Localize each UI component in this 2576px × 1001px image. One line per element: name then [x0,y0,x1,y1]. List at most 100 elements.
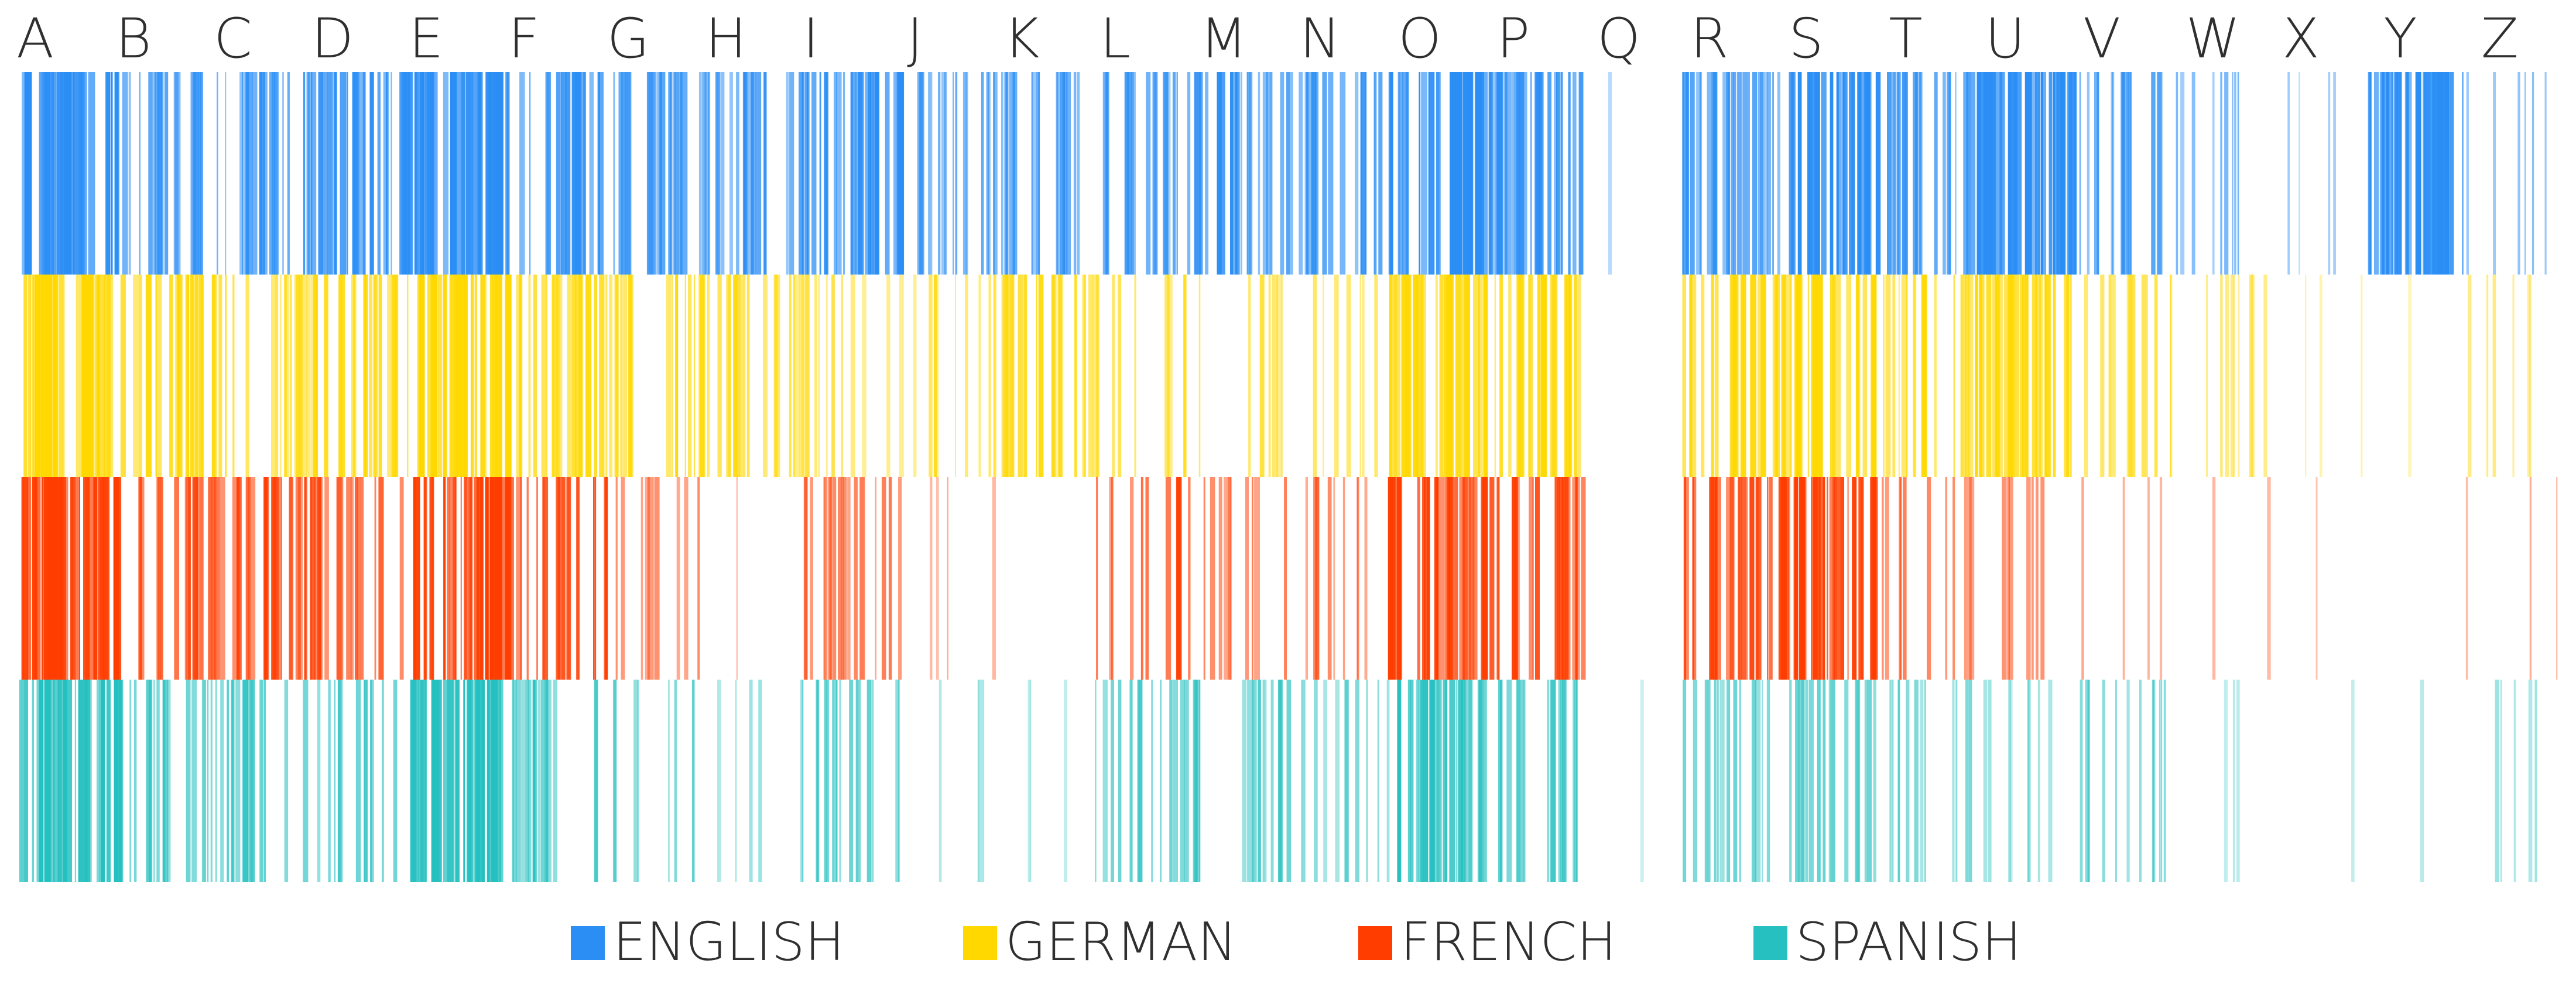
stripe-english-l [1172,72,1176,275]
stripe-french-e [486,477,489,680]
stripe-english-i [872,72,874,275]
stripe-german-u [1992,275,1996,477]
letter-label-f: F [508,7,540,71]
stripe-german-k [1018,275,1023,477]
legend: ENGLISH GERMAN FRENCH SPANISH [571,911,2022,973]
stripe-french-i [847,477,851,680]
stripe-french-f [536,477,538,680]
stripe-german-f [567,275,571,477]
stripe-english-u [2016,72,2022,275]
stripe-english-i [851,72,857,275]
stripe-english-p [1523,72,1527,275]
stripe-spanish-a [74,680,77,882]
stripe-german-p [1545,275,1547,477]
stripe-spanish-o [1407,680,1411,882]
stripe-french-a [22,477,29,680]
stripe-english-s [1814,72,1820,275]
stripe-english-u [1999,72,2002,275]
stripe-spanish-c [251,680,254,882]
stripe-german-w [2249,275,2253,477]
stripe-english-n [1322,72,1327,275]
stripe-german-f [574,275,580,477]
stripe-french-z [2465,477,2468,680]
stripe-german-e [471,275,473,477]
legend-swatch-spanish [1753,926,1787,960]
stripe-english-l [1146,72,1151,275]
stripe-spanish-l [1102,680,1108,882]
stripe-spanish-o [1449,680,1455,882]
stripe-english-v [2097,72,2099,275]
stripe-french-f [557,477,561,680]
stripe-german-e [427,275,433,477]
stripe-english-b [190,72,196,275]
stripe-english-b [164,72,169,275]
stripe-german-b [198,275,204,477]
stripe-spanish-e [424,680,427,882]
letter-label-u: U [1985,7,2026,71]
stripe-english-m [1286,72,1291,275]
stripe-english-b [122,72,128,275]
stripe-english-l [1129,72,1134,275]
stripe-german-d [338,275,342,477]
stripe-spanish-p [1573,680,1575,882]
stripe-spanish-i [858,680,861,882]
stripe-english-n [1373,72,1377,275]
stripe-german-u [1997,275,2003,477]
stripe-english-u [2000,72,2005,275]
stripe-french-i [859,477,865,680]
stripe-english-y [2387,72,2394,275]
stripe-english-c [217,72,218,275]
letter-label-a: A [16,7,54,71]
stripe-english-l [1152,72,1156,275]
stripe-german-b [133,275,139,477]
stripe-french-c [238,477,242,680]
stripe-spanish-r [1766,680,1770,882]
stripe-spanish-f [515,680,520,882]
stripe-german-v [2154,275,2158,477]
stripe-english-p [1500,72,1504,275]
stripe-english-d [399,72,401,275]
stripe-german-e [484,275,487,477]
stripe-english-y [2404,72,2409,275]
stripe-english-u [2037,72,2041,275]
stripe-spanish-s [1817,680,1821,882]
stripe-english-o [1399,72,1403,275]
stripe-english-t [1966,72,1971,275]
stripe-german-m [1276,275,1279,477]
stripe-english-d [377,72,381,275]
stripe-french-b [196,477,200,680]
legend-swatch-french [1358,926,1392,960]
stripe-german-g [620,275,622,477]
stripe-spanish-a [40,680,42,882]
stripe-spanish-i [849,680,854,882]
stripe-english-l [1124,72,1130,275]
stripe-spanish-c [235,680,241,882]
stripe-german-d [316,275,318,477]
stripe-spanish-o [1436,680,1440,882]
stripe-spanish-b [153,680,155,882]
stripe-english-t [1898,72,1901,275]
stripe-german-p [1542,275,1547,477]
stripe-spanish-n [1386,680,1390,882]
stripe-french-n [1327,477,1332,680]
stripe-german-o [1445,275,1453,477]
stripe-french-t [1885,477,1889,680]
stripe-english-f [571,72,578,275]
stripe-english-t [1887,72,1892,275]
stripe-english-n [1328,72,1334,275]
stripe-english-g [619,72,623,275]
stripe-english-g [618,72,620,275]
stripe-spanish-o [1399,680,1401,882]
stripe-english-g [648,72,654,275]
stripe-german-z [2512,275,2515,477]
stripe-english-k [1056,72,1059,275]
stripe-french-e [460,477,462,680]
stripe-german-s [1783,275,1786,477]
stripe-english-f [529,72,531,275]
stripe-french-a [76,477,79,680]
stripe-german-u [2039,275,2041,477]
stripe-german-i [886,275,890,477]
stripe-english-r [1682,72,1684,275]
stripe-english-s [1866,72,1871,275]
stripe-french-a [21,477,24,680]
